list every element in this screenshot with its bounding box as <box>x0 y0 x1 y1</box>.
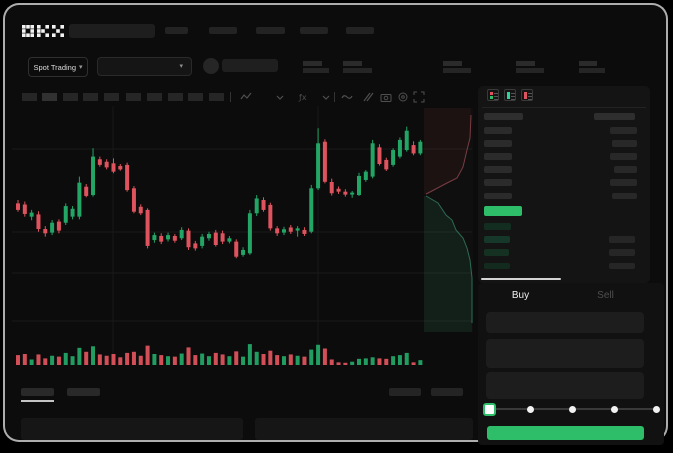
stat-value-placeholder <box>579 68 605 73</box>
timeframe-button-placeholder[interactable] <box>126 93 141 101</box>
pair-title-placeholder[interactable] <box>222 59 278 72</box>
buy-button[interactable] <box>487 426 644 440</box>
divider <box>334 92 335 102</box>
timeframe-button-placeholder[interactable] <box>104 93 119 101</box>
stat-value-placeholder <box>303 68 329 73</box>
bid-price-placeholder[interactable] <box>484 223 511 230</box>
ask-amount-placeholder[interactable] <box>610 127 637 134</box>
timeframe-button-placeholder[interactable] <box>188 93 203 101</box>
ask-amount-placeholder[interactable] <box>610 179 637 186</box>
indicator-icon[interactable]: ƒx <box>298 91 312 103</box>
depth-overlay <box>424 108 473 332</box>
search-input[interactable] <box>69 24 155 38</box>
active-tab-indicator <box>481 278 561 280</box>
okx-logo <box>22 25 66 38</box>
stat-value-placeholder <box>443 68 471 73</box>
ask-amount-placeholder[interactable] <box>610 153 637 160</box>
bottom-content-placeholder <box>255 418 473 440</box>
active-tab-underline <box>21 400 54 402</box>
line-type-icon[interactable] <box>341 91 353 103</box>
stat-label-placeholder <box>443 61 462 66</box>
bid-amount-placeholder[interactable] <box>609 236 635 243</box>
slider-stop[interactable] <box>569 405 576 413</box>
total-input[interactable] <box>486 372 644 399</box>
tab-sell-label: Sell <box>597 289 614 301</box>
nav-item-placeholder[interactable] <box>346 27 374 34</box>
price-input[interactable] <box>486 312 644 333</box>
camera-icon[interactable] <box>380 91 392 103</box>
ask-price-placeholder[interactable] <box>484 140 512 147</box>
last-price-bar[interactable] <box>484 206 522 216</box>
orderbook-panel <box>478 86 650 283</box>
ask-price-placeholder[interactable] <box>484 153 512 160</box>
chevron-down-icon: ▾ <box>79 64 83 71</box>
orderbook-col-header <box>594 113 635 120</box>
nav-item-placeholder[interactable] <box>300 27 328 34</box>
timeframe-button-placeholder[interactable] <box>83 93 98 101</box>
book-asks-icon-icon[interactable] <box>521 89 533 101</box>
divider <box>230 92 231 102</box>
candle-type-icon[interactable] <box>240 91 252 103</box>
coin-avatar[interactable] <box>203 58 219 74</box>
trade-panel: Buy Sell <box>478 283 664 445</box>
amount-input[interactable] <box>486 339 644 368</box>
ask-price-placeholder[interactable] <box>484 192 512 199</box>
compare-icon[interactable] <box>362 91 374 103</box>
slider-stop[interactable] <box>652 405 660 413</box>
svg-text:ƒx: ƒx <box>298 93 307 102</box>
orderbook-col-header <box>484 113 523 120</box>
chevron-down-icon[interactable] <box>274 91 286 103</box>
ask-price-placeholder[interactable] <box>484 127 512 134</box>
tab-buy[interactable]: Buy <box>478 287 563 303</box>
stat-label-placeholder <box>516 61 535 66</box>
timeframe-button-placeholder[interactable] <box>168 93 183 101</box>
nav-item-placeholder[interactable] <box>256 27 285 34</box>
bid-price-placeholder[interactable] <box>484 262 510 270</box>
timeframe-button-placeholder[interactable] <box>63 93 78 101</box>
tab-sell[interactable]: Sell <box>563 287 648 303</box>
ask-amount-placeholder[interactable] <box>612 140 637 147</box>
bottom-tab-placeholder[interactable] <box>21 388 54 396</box>
tab-buy-label: Buy <box>511 289 530 301</box>
ask-price-placeholder[interactable] <box>484 166 512 173</box>
chevron-down-icon: ▾ <box>179 63 183 70</box>
timeframe-button-placeholder[interactable] <box>209 93 224 101</box>
slider-stop[interactable] <box>527 405 535 413</box>
timeframe-button-placeholder[interactable] <box>147 93 162 101</box>
pair-dropdown[interactable]: ▾ <box>97 57 192 76</box>
candlestick-chart[interactable] <box>12 106 472 368</box>
bid-amount-placeholder[interactable] <box>609 249 635 256</box>
nav-item-placeholder[interactable] <box>165 27 188 34</box>
bid-amount-placeholder[interactable] <box>609 262 635 270</box>
stat-label-placeholder <box>579 61 597 66</box>
settings-icon[interactable] <box>397 91 409 103</box>
bid-price-placeholder[interactable] <box>484 249 509 256</box>
slider-stop[interactable] <box>610 405 618 413</box>
book-split-icon-icon[interactable] <box>487 89 499 101</box>
stat-value-placeholder <box>343 68 372 73</box>
ask-price-placeholder[interactable] <box>484 179 512 186</box>
chevron-down-icon[interactable] <box>320 91 332 103</box>
bid-price-placeholder[interactable] <box>484 236 510 243</box>
stat-label-placeholder <box>343 61 362 66</box>
market-type-dropdown[interactable]: Spot Trading ▾ <box>28 57 88 77</box>
bottom-tab-placeholder[interactable] <box>67 388 100 396</box>
fullscreen-icon[interactable] <box>413 91 425 103</box>
bottom-content-placeholder <box>21 418 243 440</box>
ask-amount-placeholder[interactable] <box>614 166 637 173</box>
bottom-action-placeholder[interactable] <box>389 388 421 396</box>
nav-item-placeholder[interactable] <box>209 27 237 34</box>
timeframe-button-placeholder[interactable] <box>22 93 37 101</box>
market-type-label: Spot Trading <box>33 62 76 72</box>
stat-label-placeholder <box>303 61 322 66</box>
stat-value-placeholder <box>516 68 544 73</box>
divider <box>482 107 646 108</box>
ask-amount-placeholder[interactable] <box>612 192 637 199</box>
slider-handle[interactable] <box>483 402 496 416</box>
book-bids-icon-icon[interactable] <box>504 89 516 101</box>
bottom-action-placeholder[interactable] <box>431 388 463 396</box>
timeframe-button-placeholder[interactable] <box>42 93 57 101</box>
